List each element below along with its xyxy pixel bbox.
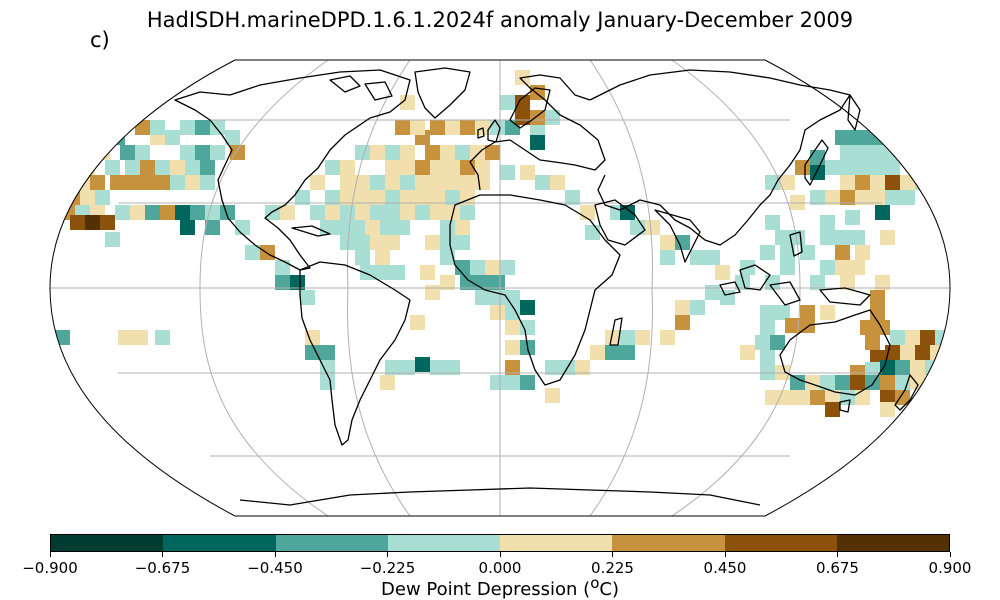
map-boundary (49, 59, 951, 517)
colorbar-tick-label: 0.900 (928, 559, 972, 577)
colorbar-tick (724, 552, 726, 557)
colorbar-tick (274, 552, 276, 557)
colorbar-segment (612, 535, 725, 551)
colorbar-tick-label: −0.900 (22, 559, 78, 577)
coastlines (174, 67, 919, 506)
colorbar-label-superscript: o (590, 574, 600, 592)
colorbar-segment (275, 535, 388, 551)
colorbar-ticks: −0.900 −0.675 −0.450 −0.225 0.000 0.225 0.450 0… (0, 552, 1000, 582)
colorbar-tick (499, 552, 501, 557)
colorbar-segment (500, 535, 613, 551)
colorbar-tick-label: 0.675 (816, 559, 859, 577)
colorbar-tick (49, 552, 51, 557)
colorbar-tick-label: 0.225 (591, 559, 634, 577)
colorbar-tick (162, 552, 163, 557)
map-title: HadISDH.marineDPD.1.6.1.2024f anomaly Ja… (146, 8, 854, 32)
colorbar-segment (163, 535, 276, 551)
colorbar-tick (387, 552, 388, 557)
colorbar-segment (387, 535, 500, 551)
colorbar (50, 534, 950, 552)
colorbar-tick (837, 552, 838, 557)
colorbar-segment (836, 535, 949, 551)
colorbar-tick-label: 0.000 (478, 559, 522, 577)
colorbar-label: Dew Point Depression (oC) (0, 574, 1000, 600)
colorbar-tick-label: −0.450 (247, 559, 303, 577)
world-map (49, 59, 951, 517)
colorbar-tick-label: −0.675 (134, 559, 191, 577)
panel-label: c) (90, 28, 110, 52)
colorbar-label-unit: C) (599, 579, 619, 600)
colorbar-tick-label: −0.225 (359, 559, 416, 577)
colorbar-tick (612, 552, 613, 557)
colorbar-label-text: Dew Point Depression ( (381, 579, 591, 600)
colorbar-tick (949, 552, 951, 557)
colorbar-segment (51, 535, 164, 551)
anomaly-grid (55, 70, 950, 417)
graticule (50, 59, 950, 517)
colorbar-tick-label: 0.450 (703, 559, 747, 577)
colorbar-segment (724, 535, 837, 551)
